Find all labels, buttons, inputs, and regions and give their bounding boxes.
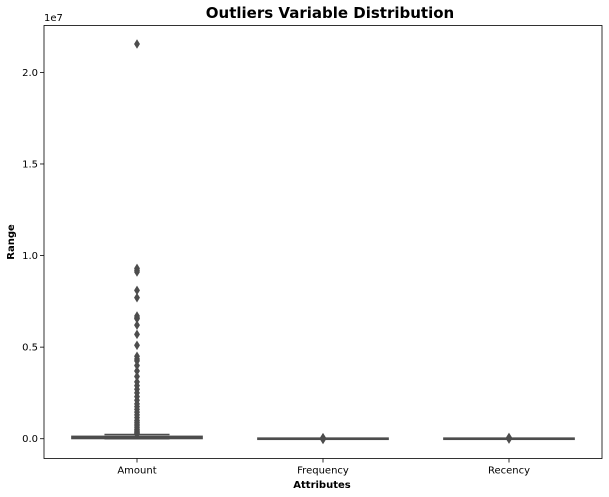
y-tick-label: 1.5 [22, 159, 38, 170]
outlier-point [506, 434, 512, 444]
box-group-frequency [257, 432, 389, 445]
x-tick-label: Frequency [297, 466, 349, 477]
outlier-point [320, 434, 326, 445]
x-axis-ticks: Amount Frequency Recency [117, 458, 530, 477]
outlier-point [134, 429, 140, 439]
y-tick-label: 1.0 [22, 251, 38, 262]
y-tick-label: 2.0 [22, 68, 38, 79]
y-tick-label: 0.5 [22, 343, 38, 354]
outlier-point [134, 320, 140, 330]
chart-title: Outliers Variable Distribution [206, 4, 454, 22]
box-group-recency [443, 432, 575, 444]
y-axis-ticks: 0.0 0.5 1.0 1.5 2.0 [22, 68, 44, 445]
outlier-point [134, 340, 140, 351]
outlier-point [134, 329, 140, 340]
outlier-point [134, 292, 140, 303]
x-tick-label: Recency [488, 466, 530, 477]
outlier-point [134, 39, 140, 49]
box-series [71, 39, 575, 445]
plot-area-frame [43, 25, 603, 459]
box-group-amount [71, 39, 203, 440]
y-offset-label: 1e7 [44, 13, 63, 24]
x-tick-label: Amount [117, 466, 156, 477]
y-axis-label: Range [6, 224, 17, 260]
outlier-point [134, 267, 140, 277]
y-tick-label: 0.0 [22, 434, 38, 445]
x-axis-label: Attributes [293, 480, 350, 491]
